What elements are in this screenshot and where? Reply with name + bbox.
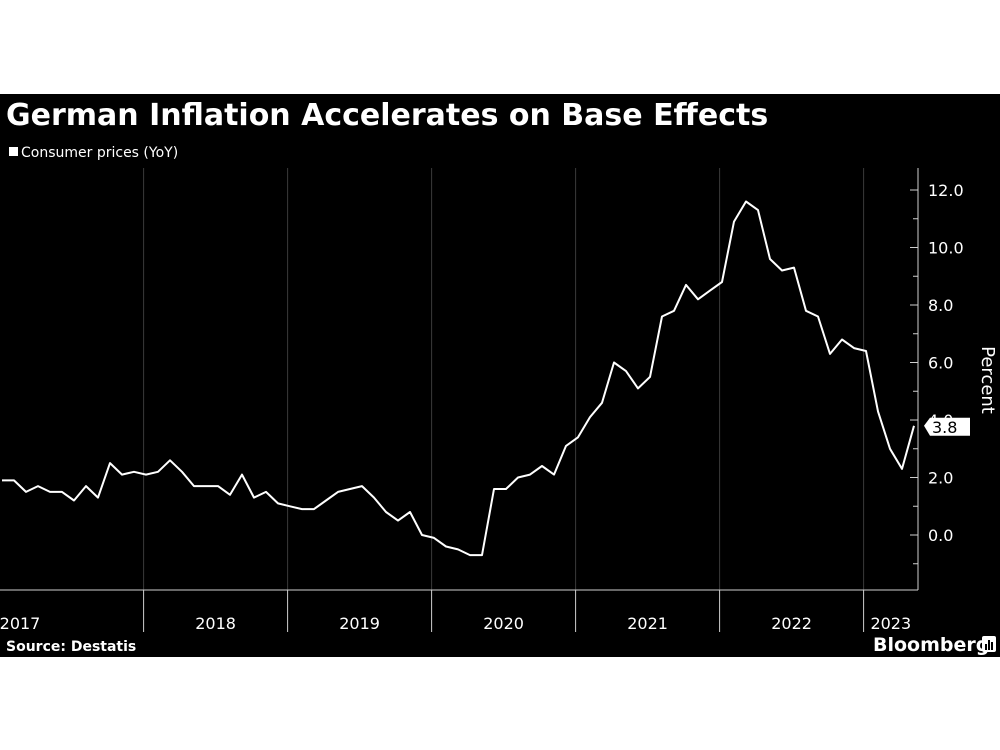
x-tick-label-2023: 2023: [870, 614, 911, 633]
bloomberg-logo-icon: [982, 636, 996, 652]
x-tick-label-2021: 2021: [627, 614, 668, 633]
cpi-yoy-line: [2, 200, 915, 557]
chart-title: German Inflation Accelerates on Base Eff…: [6, 98, 768, 133]
chart-panel: [0, 94, 1000, 657]
y-tick-label-12.0: 12.0: [928, 181, 964, 200]
series-layer: [2, 200, 915, 557]
y-tick-label-0.0: 0.0: [928, 526, 953, 545]
x-tick-labels: 2017 2018 2019 2020 2021 2022 2023: [0, 614, 911, 633]
last-value-label: 3.8: [932, 418, 957, 437]
y-tick-label-6.0: 6.0: [928, 354, 953, 373]
x-tick-label-2019: 2019: [339, 614, 380, 633]
y-tick-label-8.0: 8.0: [928, 296, 953, 315]
axes: [0, 168, 919, 632]
last-value-callout: 3.8: [924, 417, 970, 437]
x-tick-label-2022: 2022: [771, 614, 812, 633]
legend-label: Consumer prices (YoY): [21, 145, 178, 161]
source-note: Source: Destatis: [6, 639, 136, 655]
legend-swatch: [9, 147, 18, 156]
bloomberg-logo: Bloomberg: [873, 634, 989, 656]
y-tick-labels: 0.02.04.06.08.010.012.0: [928, 181, 964, 545]
last-value-callout-box: [924, 417, 970, 436]
x-tick-label-2017: 2017: [0, 614, 40, 633]
x-tick-label-2020: 2020: [483, 614, 524, 633]
y-tick-label-10.0: 10.0: [928, 239, 964, 258]
y-tick-label-2.0: 2.0: [928, 469, 953, 488]
x-tick-label-2018: 2018: [195, 614, 236, 633]
year-gridlines: [143, 168, 865, 590]
y-axis-label: Percent: [977, 346, 998, 414]
